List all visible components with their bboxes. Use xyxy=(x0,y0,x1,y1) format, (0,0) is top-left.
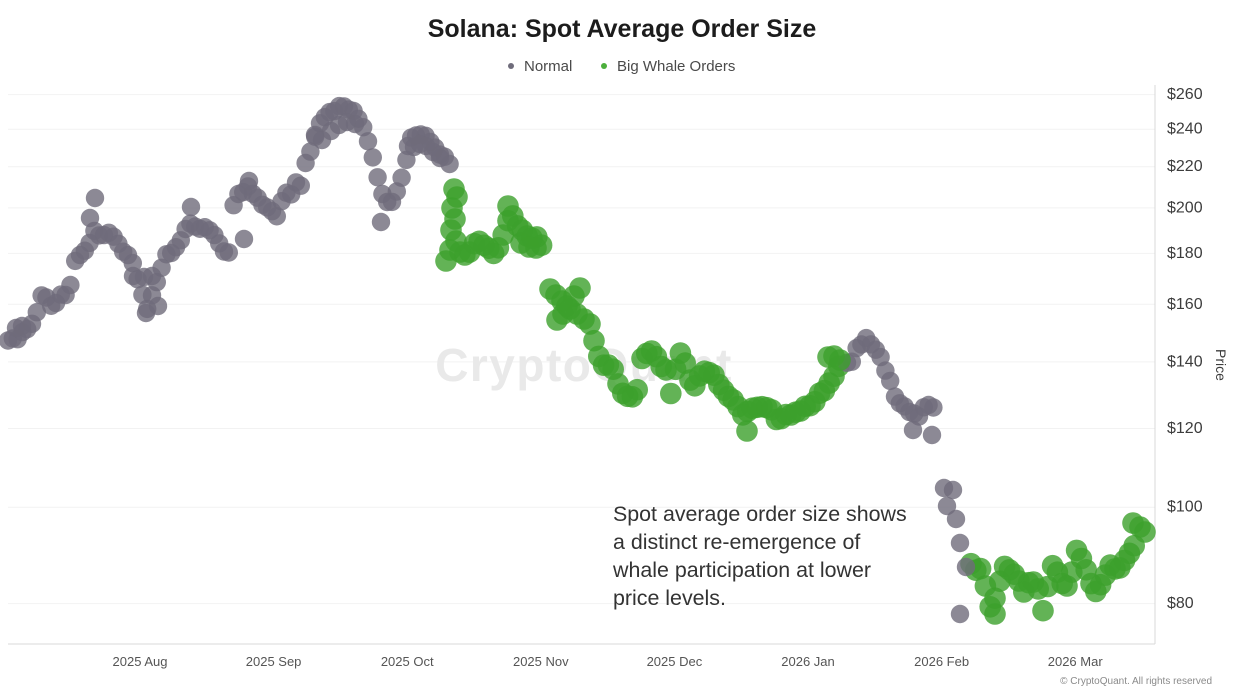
svg-text:$180: $180 xyxy=(1167,245,1203,262)
svg-text:$120: $120 xyxy=(1167,420,1203,437)
svg-text:2025 Aug: 2025 Aug xyxy=(113,654,168,669)
svg-text:$80: $80 xyxy=(1167,595,1194,612)
svg-text:2025 Dec: 2025 Dec xyxy=(647,654,703,669)
svg-text:$140: $140 xyxy=(1167,353,1203,370)
svg-text:2025 Sep: 2025 Sep xyxy=(246,654,302,669)
svg-text:Spot average order size shows: Spot average order size shows xyxy=(613,502,907,526)
svg-text:$160: $160 xyxy=(1167,296,1203,313)
svg-text:2026 Feb: 2026 Feb xyxy=(914,654,969,669)
svg-text:Big Whale Orders: Big Whale Orders xyxy=(617,58,735,75)
svg-text:© CryptoQuant. All rights rese: © CryptoQuant. All rights reserved xyxy=(1060,676,1212,687)
svg-text:Solana: Spot Average Order Siz: Solana: Spot Average Order Size xyxy=(428,15,817,43)
svg-text:2025 Nov: 2025 Nov xyxy=(513,654,569,669)
svg-text:$100: $100 xyxy=(1167,499,1203,516)
svg-text:$260: $260 xyxy=(1167,86,1203,103)
svg-text:$220: $220 xyxy=(1167,158,1203,175)
svg-text:$200: $200 xyxy=(1167,199,1203,216)
svg-text:2026 Jan: 2026 Jan xyxy=(781,654,835,669)
svg-text:$240: $240 xyxy=(1167,121,1203,138)
svg-text:2026 Mar: 2026 Mar xyxy=(1048,654,1104,669)
svg-text:a distinct re-emergence of: a distinct re-emergence of xyxy=(613,530,860,554)
svg-text:2025 Oct: 2025 Oct xyxy=(381,654,434,669)
svg-text:whale participation at lower: whale participation at lower xyxy=(612,558,871,582)
svg-text:Price: Price xyxy=(1213,349,1229,381)
svg-text:Normal: Normal xyxy=(524,58,572,75)
svg-text:price levels.: price levels. xyxy=(613,586,726,610)
